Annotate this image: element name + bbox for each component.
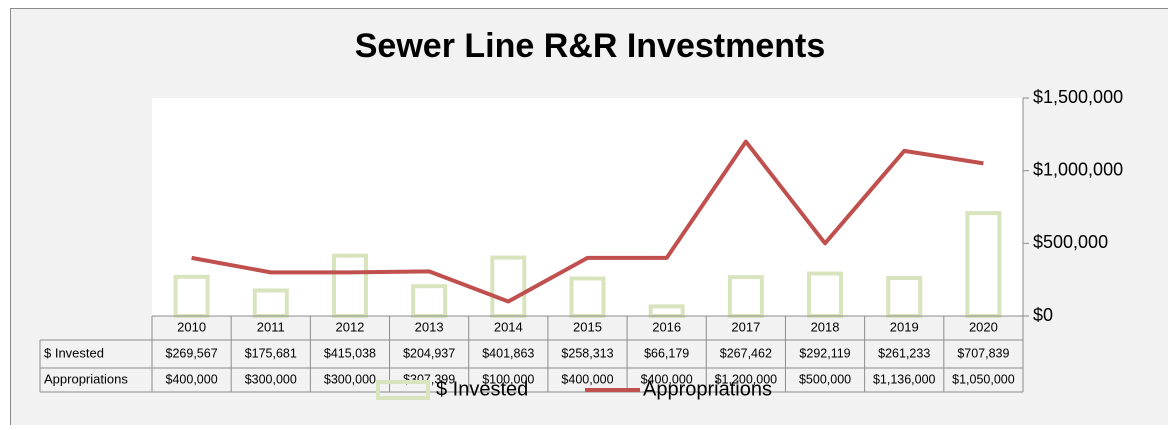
- plot-area: [152, 98, 1023, 316]
- table-row-label: $ Invested: [44, 345, 104, 360]
- table-cell: $300,000: [245, 372, 297, 386]
- x-tick-label: 2013: [415, 319, 444, 334]
- x-tick-label: 2012: [335, 319, 364, 334]
- x-tick-label: 2010: [177, 319, 206, 334]
- x-tick-label: 2019: [890, 319, 919, 334]
- table-cell: $707,839: [957, 346, 1009, 360]
- x-tick-label: 2014: [494, 319, 523, 334]
- x-tick-label: 2011: [257, 319, 285, 334]
- x-tick-label: 2020: [969, 319, 998, 334]
- table-row-label: Appropriations: [44, 371, 128, 386]
- table-cell: $269,567: [166, 346, 218, 360]
- chart-title: Sewer Line R&R Investments: [355, 27, 825, 65]
- table-cell: $401,863: [482, 346, 534, 360]
- x-tick-label: 2017: [731, 319, 760, 334]
- table-cell: $261,233: [878, 346, 930, 360]
- table-cell: $267,462: [720, 346, 772, 360]
- y-tick-label: $1,500,000: [1033, 87, 1123, 107]
- y-tick-label: $0: [1033, 305, 1053, 325]
- table-cell: $415,038: [324, 346, 376, 360]
- legend-label: $ Invested: [436, 378, 528, 400]
- table-cell: $175,681: [245, 346, 297, 360]
- table-cell: $300,000: [324, 372, 376, 386]
- table-cell: $292,119: [799, 346, 850, 360]
- table-cell: $500,000: [799, 372, 851, 386]
- legend-label: Appropriations: [643, 378, 772, 400]
- table-cell: $258,313: [561, 346, 613, 360]
- table-cell: $1,050,000: [952, 372, 1015, 386]
- table-cell: $400,000: [166, 372, 218, 386]
- table-cell: $400,000: [561, 372, 613, 386]
- table-cell: $1,136,000: [873, 372, 936, 386]
- x-tick-label: 2018: [811, 319, 840, 334]
- x-tick-label: 2015: [573, 319, 602, 334]
- table-cell: $204,937: [403, 346, 455, 360]
- x-tick-label: 2016: [652, 319, 681, 334]
- y-tick-label: $500,000: [1033, 232, 1108, 252]
- table-cell: $66,179: [644, 346, 689, 360]
- y-tick-label: $1,000,000: [1033, 159, 1123, 179]
